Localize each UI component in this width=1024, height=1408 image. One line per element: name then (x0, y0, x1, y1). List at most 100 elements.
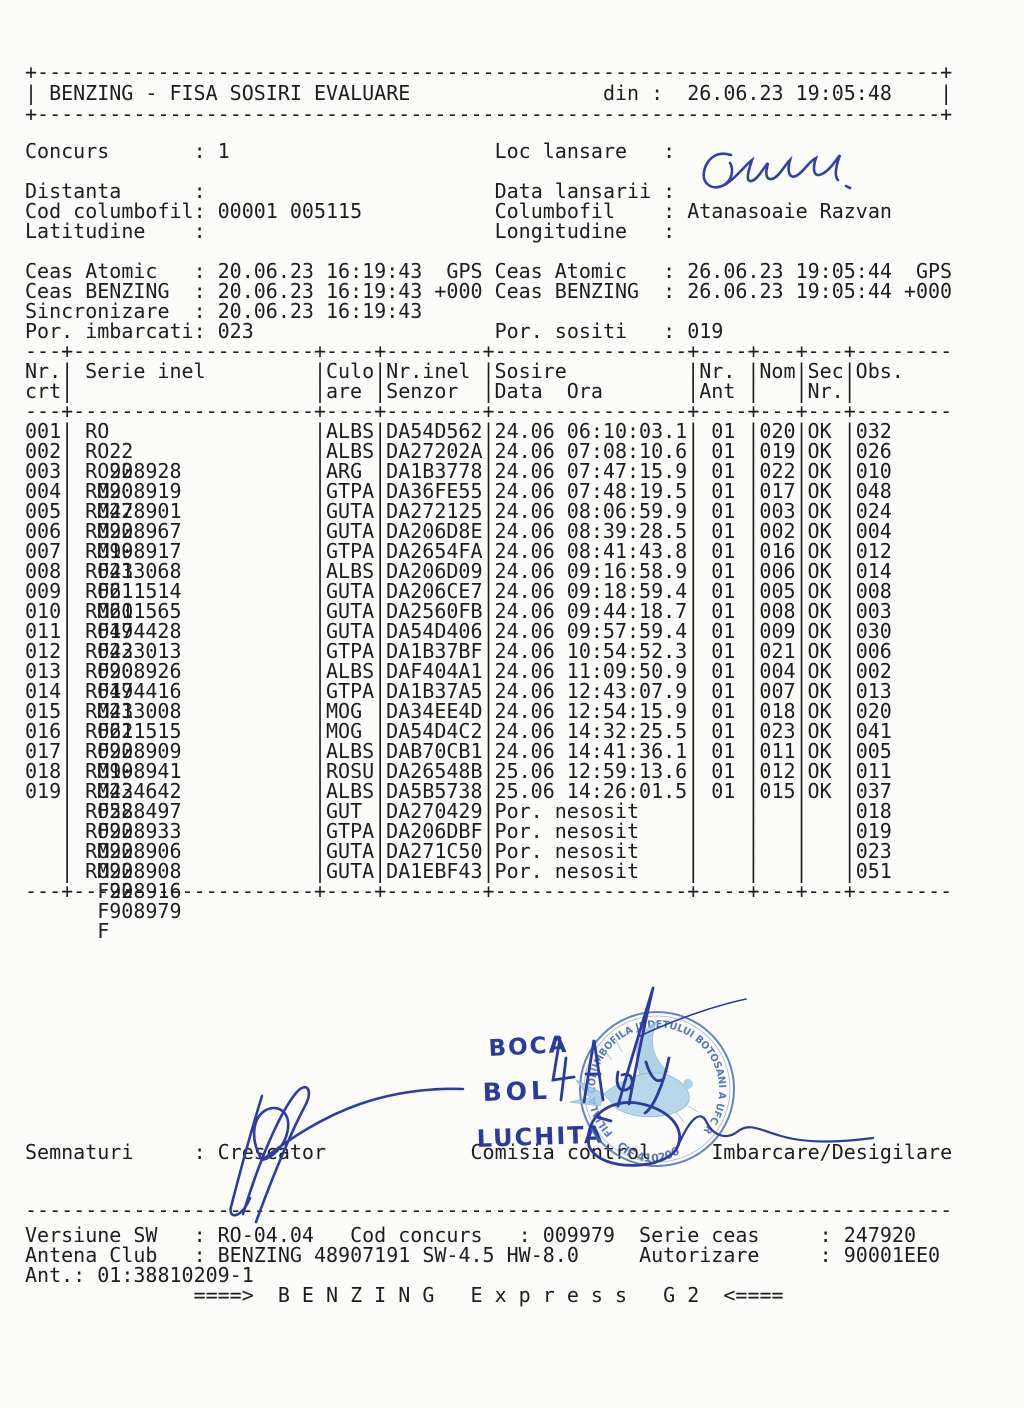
header-nom: Nom (759, 359, 796, 383)
serie-inel-cell: RO 21 611565 F (73, 559, 314, 641)
cell-nr: 013 (25, 659, 62, 683)
cell-senzor: DA54D406 (386, 619, 483, 643)
cod-columbofil-value: 00001 005115 (217, 199, 363, 223)
cell-sosire: 24.06 12:43:07.9 (494, 679, 688, 703)
cell-sec: OK (807, 559, 832, 583)
cell-nr: 009 (25, 579, 62, 603)
cell-sec (808, 841, 844, 861)
cell-nr: 007 (25, 539, 62, 563)
cell-nr: 006 (25, 519, 62, 543)
cell-nr: 008 (25, 559, 62, 583)
cell-ant: 01 (711, 619, 736, 643)
table-divider-header: ---+--------------------+----+--------+-… (25, 399, 953, 423)
cell-obs: 004 (855, 519, 892, 543)
cell-ant: 01 (711, 719, 736, 743)
cell-sex: M (97, 539, 110, 563)
cell-sex: F (97, 579, 110, 603)
cell-sosire: 24.06 08:39:28.5 (494, 519, 688, 543)
title-box-bottom-border: +---------------------------------------… (25, 102, 953, 126)
header-crt: crt (25, 379, 62, 403)
committee-names: BOCA BOL LUCHITA (476, 1032, 605, 1153)
cell-sosire: 24.06 07:47:15.9 (494, 459, 688, 483)
serie-inel-cell: RO 22 908926 F (73, 621, 314, 701)
cell-senzor: DA206DBF (386, 819, 483, 843)
por-sositi-value: 019 (687, 319, 724, 343)
cell-obs: 002 (855, 659, 892, 683)
cell-sosire: 24.06 06:10:03.1 (494, 419, 688, 443)
cell-sosire: Por. nesosit (494, 799, 640, 823)
por-sositi-label: Por. sositi (494, 319, 628, 343)
cell-sec: OK (807, 639, 832, 663)
columbofil-label: Columbofil (494, 199, 615, 223)
serie-inel-cell: RO 19 433013 F (73, 601, 314, 681)
cod-concurs-value: 009979 (542, 1223, 615, 1247)
latitudine-value (218, 221, 495, 241)
committee-signatures (551, 986, 875, 1167)
info-line-concurs: Concurs 1 Loc lansare (25, 141, 940, 161)
cell-senzor: DA36FE55 (386, 479, 483, 503)
cell-sec: OK (807, 779, 832, 803)
clock-line-benzing: Ceas BENZING 20.06.23 16:19:43 +000 Ceas… (25, 281, 952, 301)
cell-sec: OK (807, 419, 832, 443)
cell-nom (759, 801, 795, 821)
cell-nom: 015 (759, 779, 796, 803)
cell-an: 20 (109, 479, 134, 503)
title-box-top-border: +---------------------------------------… (25, 60, 953, 84)
ceas-benzing-value-1: 20.06.23 16:19:43 (217, 279, 423, 303)
cell-senzor: DA272125 (386, 499, 483, 523)
footer-line-antena: Antena Club BENZING 48907191 SW-4.5 HW-8… (25, 1245, 940, 1265)
cell-tara: RO (85, 659, 110, 683)
autorizare-value: 90001EE0 (843, 1243, 941, 1267)
cell-sex: F (97, 619, 110, 643)
cell-inel: 908919 (109, 479, 182, 503)
header-sec-nr: Nr. (807, 379, 844, 403)
cell-sex: F (97, 879, 110, 903)
versiune-value: RO-04.04 (217, 1223, 314, 1247)
serie-inel-cell: RO 19 433068 F (73, 521, 314, 601)
cell-sosire: 24.06 10:54:52.3 (494, 639, 688, 663)
header-culoare: Culo (325, 359, 375, 383)
cell-sex: F (97, 559, 110, 583)
cell-senzor: DA1EBF43 (386, 859, 483, 883)
cell-tara: RO (85, 859, 110, 883)
cell-sex: M (97, 479, 110, 503)
header-ant: Nr. (699, 359, 736, 383)
header-obs: Obs. (855, 359, 904, 383)
cell-tara: RO (85, 719, 110, 743)
cell-culoare: GUTA (325, 519, 375, 543)
cell-inel: 908933 (109, 819, 182, 843)
cell-nom: 018 (759, 699, 796, 723)
cell-nr (25, 821, 61, 841)
cell-inel: 434642 (109, 779, 182, 803)
cell-an: 19 (109, 619, 134, 643)
cell-nom: 022 (759, 459, 796, 483)
header-ant-2: Ant (699, 379, 736, 403)
cell-obs: 010 (855, 459, 892, 483)
cell-nom (759, 821, 795, 841)
cell-obs: 023 (855, 839, 892, 863)
ant-label: Ant.: (25, 1263, 86, 1287)
cell-nom: 003 (759, 499, 796, 523)
cell-sec (808, 801, 844, 821)
serie-inel-cell: RO 22 908941 M (73, 719, 314, 801)
signatures-line: Semnaturi Crescator Comisia control Imba… (25, 1142, 952, 1162)
cell-tara: RO (85, 559, 110, 583)
cell-sec: OK (807, 759, 832, 783)
cell-senzor: DA206D09 (386, 559, 483, 583)
cell-nom (759, 841, 795, 861)
cell-tara: RO (85, 759, 110, 783)
cell-ant: 01 (711, 759, 736, 783)
header-are: are (325, 379, 363, 403)
cell-sosire: Por. nesosit (494, 859, 640, 883)
cell-obs: 012 (855, 539, 892, 563)
ceas-benzing-label-1: Ceas BENZING (25, 279, 170, 303)
stamp-ring-text: FILIALA COLUMBOFILA JUDETULUI BOTOSANI A… (587, 1019, 727, 1138)
cell-ant: 01 (711, 559, 736, 583)
cell-senzor: DA5B5738 (386, 779, 483, 803)
cell-tara: RO (85, 819, 110, 843)
